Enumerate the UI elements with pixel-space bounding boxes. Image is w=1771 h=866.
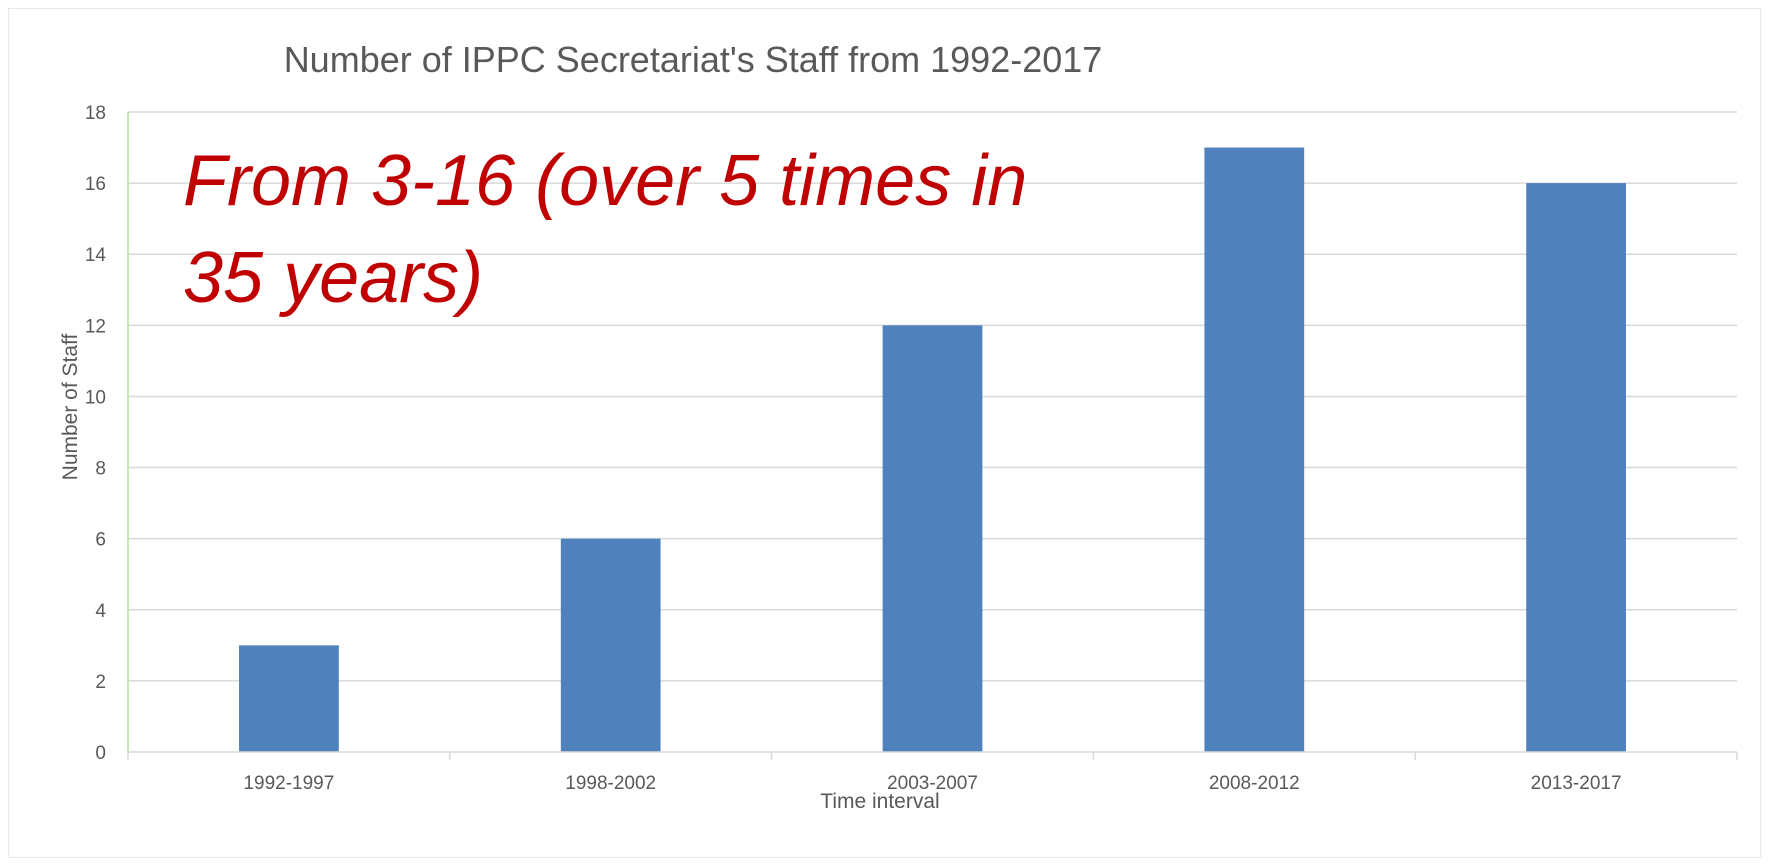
x-tick-label: 1998-2002 (565, 773, 656, 794)
x-axis-ticks: 1992-1997 1998-2002 2003-2007 2008-2012 2013… (243, 773, 1621, 794)
y-tick-label: 18 (85, 103, 106, 124)
chart-annotation: From 3-16 (over 5 times in 35 years) (183, 141, 1027, 318)
bar (1526, 183, 1626, 753)
bar (560, 538, 661, 752)
annotation-line-1: From 3-16 (over 5 times in (183, 141, 1027, 221)
x-tick-label: 2008-2012 (1209, 773, 1300, 794)
y-tick-label: 16 (85, 174, 106, 195)
y-tick-label: 10 (85, 387, 106, 408)
bar (882, 325, 983, 752)
y-tick-label: 4 (95, 601, 106, 622)
bar (239, 645, 339, 752)
bars (239, 147, 1626, 753)
y-tick-label: 8 (95, 459, 106, 480)
annotation-line-2: 35 years) (183, 238, 483, 318)
y-axis-ticks: 0 2 4 6 8 10 12 14 16 18 (85, 103, 107, 764)
y-axis-title: Number of Staff (59, 333, 82, 480)
x-tick-label: 2013-2017 (1531, 773, 1622, 794)
x-tick-label: 1992-1997 (243, 773, 334, 794)
y-tick-label: 0 (95, 743, 106, 764)
y-tick-label: 2 (95, 672, 106, 693)
y-tick-label: 6 (95, 530, 106, 551)
x-axis-title: Time interval (820, 790, 939, 813)
chart-title: Number of IPPC Secretariat's Staff from … (284, 39, 1103, 80)
axes (127, 112, 1738, 760)
x-tick-label: 2003-2007 (887, 773, 978, 794)
y-tick-label: 12 (85, 316, 106, 337)
y-tick-label: 14 (85, 245, 107, 266)
bar (1204, 147, 1305, 753)
